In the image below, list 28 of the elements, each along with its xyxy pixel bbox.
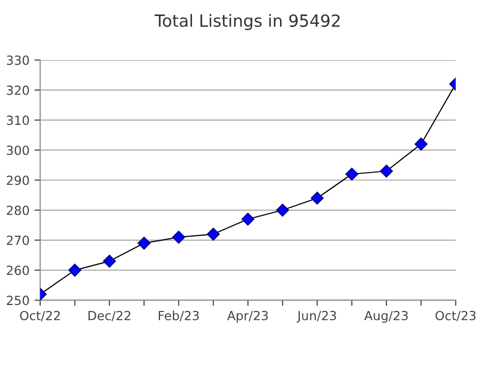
point (206, 228, 220, 241)
point (172, 230, 186, 244)
y-tick-label: 260 (6, 266, 29, 276)
x-tick-label: Oct/22 (20, 310, 60, 322)
x-tick-label: Aug/23 (364, 310, 408, 323)
x-tick-label: Apr/23 (227, 310, 268, 323)
y-tick-label: 290 (6, 176, 29, 186)
y-tick-label: 320 (6, 86, 29, 95)
point (68, 264, 82, 277)
x-tick-label: Jun/23 (296, 310, 336, 323)
point (380, 164, 393, 178)
y-tick-label: 300 (6, 146, 29, 156)
y-tick-label: 310 (6, 116, 29, 126)
y-tick-label: 330 (6, 56, 29, 65)
point (345, 168, 358, 181)
point (276, 204, 290, 217)
point (138, 236, 151, 250)
x-tick-label: Feb/23 (158, 310, 199, 322)
x-tick-label: Oct/23 (436, 310, 476, 322)
chart-title: Total Listings in 95492 (154, 14, 340, 30)
point (310, 192, 324, 205)
y-tick-label: 270 (6, 236, 29, 246)
point (241, 212, 254, 226)
y-tick-label: 280 (6, 206, 29, 216)
y-tick-label: 250 (6, 296, 29, 306)
x-tick-label: Dec/22 (88, 310, 130, 322)
point (414, 138, 428, 151)
point (102, 254, 116, 268)
